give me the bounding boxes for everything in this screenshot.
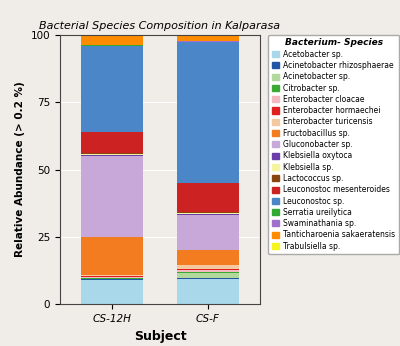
Bar: [82, 277, 143, 278]
Bar: [177, 43, 238, 183]
Title: Bacterial Species Composition in Kalparasa: Bacterial Species Composition in Kalpara…: [40, 21, 280, 31]
Bar: [82, 237, 143, 275]
Bar: [177, 213, 238, 214]
Bar: [82, 153, 143, 154]
Bar: [177, 279, 238, 304]
Bar: [177, 269, 238, 270]
Bar: [82, 275, 143, 276]
Bar: [82, 46, 143, 132]
Bar: [82, 34, 143, 45]
Legend: Acetobacter sp., Acinetobacter rhizosphaerae, Acinetobacter sp., Citrobacter sp.: Acetobacter sp., Acinetobacter rhizospha…: [268, 35, 399, 255]
Bar: [82, 278, 143, 279]
Bar: [177, 183, 238, 212]
Bar: [82, 155, 143, 156]
Bar: [177, 41, 238, 42]
Bar: [177, 272, 238, 273]
Bar: [82, 132, 143, 153]
Y-axis label: Relative Abundance (> 0.2 %): Relative Abundance (> 0.2 %): [15, 82, 25, 257]
Bar: [82, 156, 143, 237]
X-axis label: Subject: Subject: [134, 330, 186, 343]
Bar: [177, 250, 238, 265]
Bar: [177, 212, 238, 213]
Bar: [177, 34, 238, 35]
Bar: [177, 273, 238, 278]
Bar: [82, 154, 143, 155]
Bar: [177, 35, 238, 41]
Bar: [177, 214, 238, 215]
Bar: [82, 276, 143, 277]
Bar: [177, 270, 238, 272]
Bar: [177, 215, 238, 250]
Bar: [82, 279, 143, 280]
Bar: [82, 33, 143, 34]
Bar: [177, 42, 238, 43]
Bar: [82, 280, 143, 304]
Bar: [177, 265, 238, 269]
Bar: [82, 45, 143, 46]
Bar: [177, 278, 238, 279]
